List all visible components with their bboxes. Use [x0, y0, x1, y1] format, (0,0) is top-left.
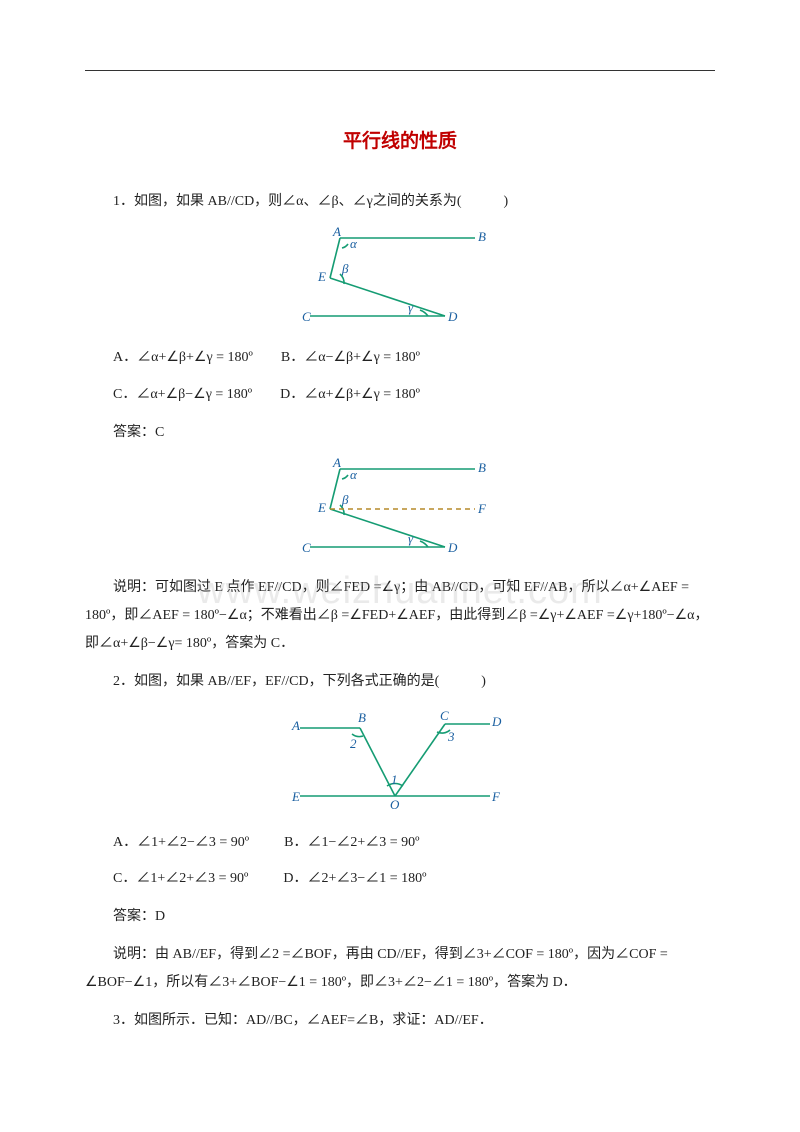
q1-options-row1: A．∠α+∠β+∠γ = 180º B．∠α−∠β+∠γ = 180º: [85, 343, 715, 374]
svg-text:C: C: [302, 540, 311, 555]
q1-optB: B．∠α−∠β+∠γ = 180º: [281, 350, 420, 365]
q1-optA: A．∠α+∠β+∠γ = 180º: [113, 350, 253, 365]
top-rule: [85, 70, 715, 71]
q3-stem: 3．如图所示．已知：AD//BC，∠AEF=∠B，求证：AD//EF．: [85, 1007, 715, 1035]
q2-figure: A B C D E O F 2 3 1: [85, 706, 715, 816]
svg-text:2: 2: [350, 736, 357, 751]
svg-text:A: A: [332, 226, 341, 239]
q1-optD: D．∠α+∠β+∠γ = 180º: [280, 387, 420, 402]
q1-figure-1: A B E C D α β γ: [85, 226, 715, 331]
svg-text:E: E: [317, 500, 326, 515]
svg-text:α: α: [350, 467, 358, 482]
svg-text:α: α: [350, 236, 358, 251]
svg-text:B: B: [358, 710, 366, 725]
q2-optA: A．∠1+∠2−∠3 = 90º: [113, 835, 249, 850]
q1-options-row2: C．∠α+∠β−∠γ = 180º D．∠α+∠β+∠γ = 180º: [85, 380, 715, 411]
svg-text:E: E: [291, 789, 300, 804]
svg-text:A: A: [291, 718, 300, 733]
svg-text:D: D: [447, 540, 458, 555]
q2-explain: 说明：由 AB//EF，得到∠2 =∠BOF，再由 CD//EF，得到∠3+∠C…: [85, 941, 715, 997]
q1-stem: 1．如图，如果 AB//CD，则∠α、∠β、∠γ之间的关系为( ): [85, 188, 715, 216]
svg-text:B: B: [478, 460, 486, 475]
svg-text:C: C: [440, 708, 449, 723]
q2-optD: D．∠2+∠3−∠1 = 180º: [283, 871, 426, 886]
page-title: 平行线的性质: [85, 126, 715, 153]
svg-text:A: A: [332, 457, 341, 470]
svg-text:O: O: [390, 797, 400, 811]
svg-text:D: D: [491, 714, 502, 729]
svg-text:F: F: [477, 501, 487, 516]
svg-text:γ: γ: [408, 300, 414, 315]
svg-text:1: 1: [391, 772, 398, 787]
svg-text:β: β: [341, 492, 349, 507]
svg-text:3: 3: [447, 729, 455, 744]
q2-answer: 答案：D: [85, 903, 715, 931]
q2-optB: B．∠1−∠2+∠3 = 90º: [284, 835, 419, 850]
q1-optC: C．∠α+∠β−∠γ = 180º: [113, 387, 252, 402]
q1-figure-2: A B E F C D α β γ: [85, 457, 715, 562]
svg-text:β: β: [341, 261, 349, 276]
svg-text:B: B: [478, 229, 486, 244]
svg-text:E: E: [317, 269, 326, 284]
q2-options-row2: C．∠1+∠2+∠3 = 90º D．∠2+∠3−∠1 = 180º: [85, 864, 715, 895]
q2-options-row1: A．∠1+∠2−∠3 = 90º B．∠1−∠2+∠3 = 90º: [85, 828, 715, 859]
svg-text:D: D: [447, 309, 458, 324]
q1-answer: 答案：C: [85, 419, 715, 447]
svg-text:F: F: [491, 789, 501, 804]
q1-explain: 说明：可如图过 E 点作 EF//CD，则∠FED =∠γ；由 AB//CD，可…: [85, 574, 715, 658]
q2-stem: 2．如图，如果 AB//EF，EF//CD，下列各式正确的是( ): [85, 668, 715, 696]
q2-optC: C．∠1+∠2+∠3 = 90º: [113, 871, 248, 886]
svg-text:γ: γ: [408, 531, 414, 546]
svg-text:C: C: [302, 309, 311, 324]
